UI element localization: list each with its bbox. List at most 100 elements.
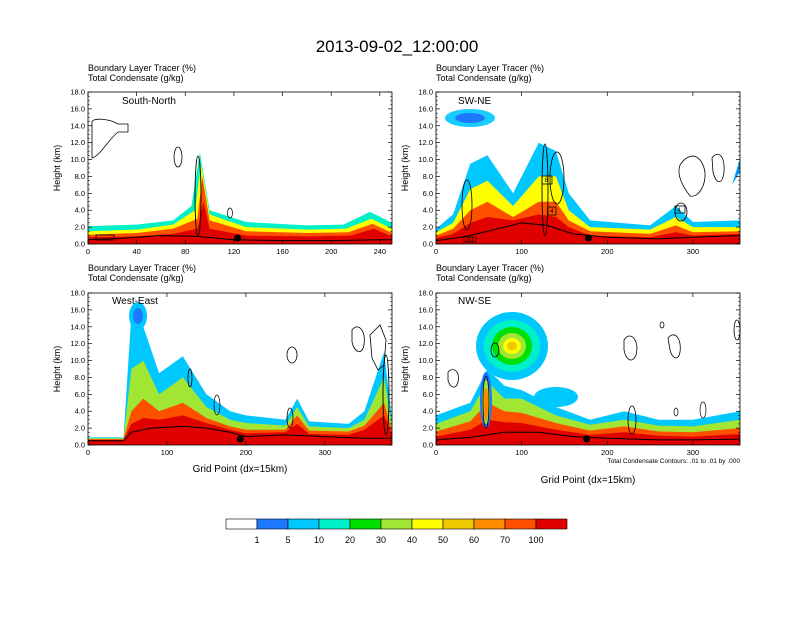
- contour-features: [129, 302, 390, 436]
- axes: 0.0 2.0 4.0 6.0 8.0 10.0 12.0 14.0 16.0 18.0 0 100 2…: [52, 289, 392, 457]
- contour-label-box: [547, 206, 557, 216]
- y-tick-label: 4.0: [423, 407, 433, 416]
- panel-header-tracer: Boundary Layer Tracer (%): [88, 263, 196, 273]
- contour-label-box: [674, 205, 686, 214]
- condensate-contour: [461, 179, 473, 231]
- colorbar-swatch: [256, 518, 289, 530]
- tracer-patch: [732, 158, 740, 185]
- y-tick-label: 8.0: [75, 373, 85, 382]
- y-tick-label: 12.0: [70, 339, 85, 348]
- colorbar-swatch: [535, 518, 568, 530]
- x-tick-label: 0: [86, 247, 90, 256]
- tracer-band: [436, 214, 740, 244]
- x-tick-label: 100: [515, 247, 528, 256]
- tracer-patch: [483, 388, 489, 420]
- contour-features: [447, 312, 741, 435]
- y-tick-label: 8.0: [423, 172, 433, 181]
- tracer-patch: [455, 113, 485, 123]
- y-tick-label: 10.0: [70, 356, 85, 365]
- colorbar-swatch: [442, 518, 475, 530]
- condensate-contour: [549, 151, 565, 205]
- x-tick-label: 200: [325, 247, 338, 256]
- y-tick-label: 6.0: [423, 390, 433, 399]
- colorbar: 1 5 10 20 30 40 50 60 70 100: [225, 518, 568, 545]
- y-tick-label: 16.0: [70, 104, 85, 113]
- y-tick-label: 6.0: [75, 390, 85, 399]
- x-tick-label: 0: [434, 448, 438, 457]
- condensate-contour: [711, 154, 725, 183]
- plot-frame: [87, 91, 393, 245]
- y-tick-label: 14.0: [70, 322, 85, 331]
- colorbar-label: 50: [438, 535, 448, 545]
- y-tick-label: 4.0: [423, 206, 433, 215]
- y-tick-label: 2.0: [423, 424, 433, 433]
- y-tick-label: 4.0: [75, 407, 85, 416]
- condensate-contour: [541, 143, 549, 237]
- axes: 0.0 2.0 4.0 6.0 8.0 10.0 12.0 14.0 16.0 18.0 0 40 80…: [52, 88, 392, 256]
- colorbar-label: 1: [254, 535, 259, 545]
- panel-header-condensate: Total Condensate (g/kg): [436, 273, 532, 283]
- y-tick-label: 2.0: [75, 223, 85, 232]
- contour-features: 8 4 4 .01: [445, 109, 740, 244]
- x-tick-label: 200: [240, 448, 253, 457]
- y-tick-label: 2.0: [75, 424, 85, 433]
- tracer-band: [88, 415, 392, 445]
- condensate-contour: [187, 368, 193, 388]
- colorbar-label: 20: [345, 535, 355, 545]
- x-tick-label: 120: [228, 247, 241, 256]
- y-tick-label: 18.0: [418, 88, 433, 97]
- colorbar-swatch: [225, 518, 258, 530]
- terrain-line: [435, 431, 741, 441]
- contour-features: [91, 118, 233, 241]
- x-tick-label: 160: [276, 247, 289, 256]
- contour-value-label: .01: [465, 237, 474, 244]
- y-tick-label: 10.0: [418, 356, 433, 365]
- condensate-contour: [351, 326, 365, 352]
- condensate-contour: [667, 334, 681, 359]
- y-axis-label: Height (km): [52, 145, 62, 192]
- panel-nw-se: Boundary Layer Tracer (%) Total Condensa…: [400, 263, 741, 486]
- condensate-contour: [286, 346, 298, 364]
- condensate-contour: [490, 342, 500, 358]
- y-tick-label: 10.0: [70, 155, 85, 164]
- condensate-contour: [659, 321, 665, 329]
- condensate-contour: [678, 155, 706, 197]
- colorbar-swatch: [380, 518, 413, 530]
- condensate-contour: [623, 335, 638, 361]
- panel-header-condensate: Total Condensate (g/kg): [88, 73, 184, 83]
- condensate-contour: [673, 407, 679, 417]
- y-tick-label: 18.0: [70, 289, 85, 298]
- x-tick-label: 200: [601, 247, 614, 256]
- condensate-contour: [447, 369, 459, 388]
- cross-section-label: West-East: [112, 296, 158, 307]
- x-tick-label: 300: [319, 448, 332, 457]
- plot-frame: [87, 292, 393, 446]
- panel-west-east: Boundary Layer Tracer (%) Total Condensa…: [52, 263, 393, 475]
- y-tick-label: 16.0: [70, 305, 85, 314]
- terrain-line: [435, 222, 741, 242]
- colorbar-label: 5: [285, 535, 290, 545]
- plot-background: [88, 92, 392, 244]
- panel-header-tracer: Boundary Layer Tracer (%): [436, 263, 544, 273]
- colorbar-swatch: [504, 518, 537, 530]
- panel-header-condensate: Total Condensate (g/kg): [88, 273, 184, 283]
- y-tick-label: 0.0: [423, 441, 433, 450]
- cross-section-label: NW-SE: [458, 296, 491, 307]
- y-tick-label: 8.0: [423, 373, 433, 382]
- y-tick-label: 14.0: [418, 121, 433, 130]
- colorbar-swatch: [318, 518, 351, 530]
- contour-label-box: [463, 236, 477, 243]
- x-axis-title: Grid Point (dx=15km): [541, 475, 636, 486]
- y-tick-label: 6.0: [423, 189, 433, 198]
- y-tick-label: 18.0: [418, 289, 433, 298]
- y-tick-label: 2.0: [423, 223, 433, 232]
- colorbar-label: 100: [528, 535, 543, 545]
- condensate-contour: [95, 234, 115, 241]
- colorbar-label: 60: [469, 535, 479, 545]
- tracer-band: [436, 419, 740, 445]
- plot-frame: [435, 91, 741, 245]
- cross-section-label: South-North: [122, 96, 176, 107]
- condensate-contour: [382, 354, 390, 436]
- colorbar-label: 30: [376, 535, 386, 545]
- contour-note: Total Condensate Contours: .01 to .01 by…: [607, 458, 740, 465]
